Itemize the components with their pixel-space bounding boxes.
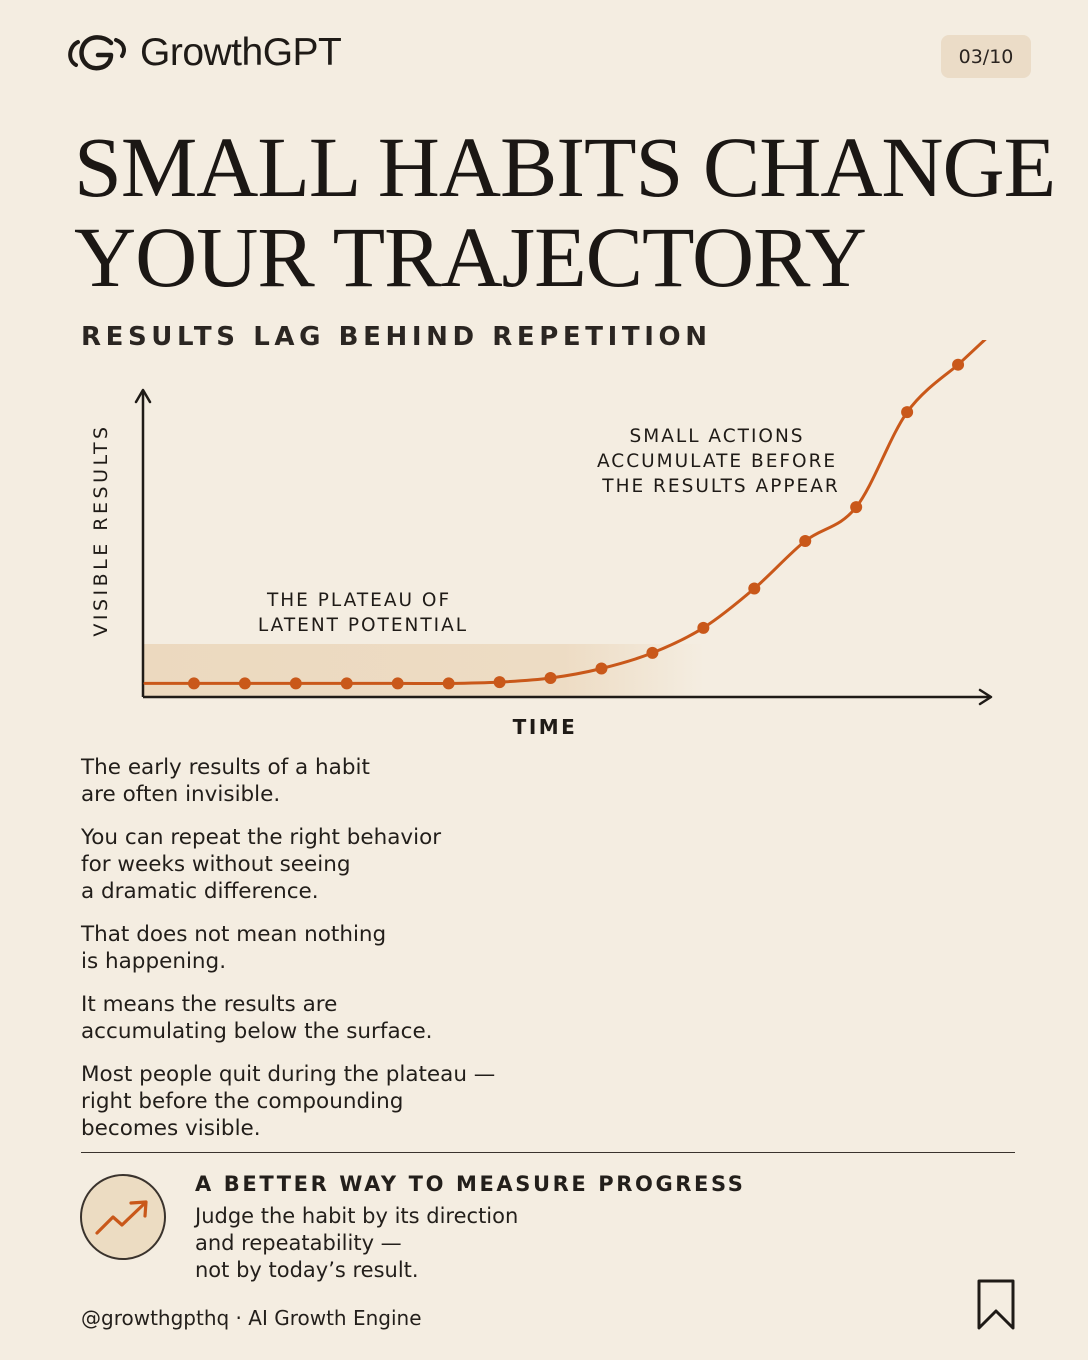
- data-points: [187, 358, 965, 690]
- body-paragraph-4: It means the results are accumulating be…: [81, 992, 433, 1044]
- data-point-5: [391, 677, 404, 690]
- plateau-annotation: THE PLATEAU OF LATENT POTENTIAL: [258, 590, 468, 636]
- page-indicator: 03/10: [941, 35, 1031, 78]
- data-point-12: [748, 582, 761, 595]
- body-paragraph-3: That does not mean nothing is happening.: [81, 922, 387, 974]
- data-point-7: [493, 676, 506, 689]
- data-point-2: [238, 677, 251, 690]
- data-point-11: [697, 621, 710, 634]
- data-point-3: [289, 677, 302, 690]
- tip-heading: A BETTER WAY TO MEASURE PROGRESS: [195, 1172, 746, 1196]
- divider: [81, 1152, 1015, 1153]
- chart-axes: [134, 388, 993, 706]
- page-subtitle: RESULTS LAG BEHIND REPETITION: [81, 322, 712, 352]
- data-point-6: [442, 677, 455, 690]
- body-paragraph-1: The early results of a habit are often i…: [81, 755, 370, 807]
- growth-curve: [143, 340, 987, 686]
- brand-name: GrowthGPT: [140, 31, 342, 74]
- tip-icon-badge: [80, 1174, 166, 1260]
- footer-handle: @growthgpthq · AI Growth Engine: [81, 1306, 422, 1330]
- x-axis-arrow: [978, 688, 993, 706]
- title-line-1: SMALL HABITS CHANGE: [74, 119, 1056, 215]
- data-point-9: [595, 662, 608, 675]
- tip-body: Judge the habit by its direction and rep…: [195, 1204, 519, 1282]
- data-point-1: [187, 677, 200, 690]
- title-line-2: YOUR TRAJECTORY: [74, 209, 867, 305]
- body-paragraph-5: Most people quit during the plateau — ri…: [81, 1062, 496, 1141]
- data-point-8: [544, 672, 557, 685]
- y-axis-label: VISIBLE RESULTS: [90, 423, 112, 636]
- data-point-16: [952, 358, 965, 371]
- page-title: SMALL HABITS CHANGE YOUR TRAJECTORY: [74, 119, 1056, 305]
- data-point-10: [646, 646, 659, 659]
- data-point-14: [850, 501, 863, 514]
- growthgpt-logo-icon: [68, 35, 126, 71]
- brand-logo: GrowthGPT: [64, 30, 342, 76]
- data-point-15: [901, 406, 914, 419]
- trending-up-icon: [95, 1200, 148, 1235]
- x-axis-label: TIME: [513, 715, 578, 739]
- y-axis-arrow: [134, 388, 152, 404]
- data-point-4: [340, 677, 353, 690]
- plateau-region: [144, 644, 704, 696]
- bookmark-icon[interactable]: [975, 1278, 1017, 1332]
- habit-growth-chart: THE PLATEAU OF LATENT POTENTIAL SMALL AC…: [90, 340, 993, 739]
- body-text: The early results of a habit are often i…: [81, 754, 541, 1158]
- accumulation-annotation: SMALL ACTIONS ACCUMULATE BEFORE THE RESU…: [597, 426, 845, 497]
- body-paragraph-2: You can repeat the right behavior for we…: [81, 825, 442, 904]
- data-point-13: [799, 535, 812, 548]
